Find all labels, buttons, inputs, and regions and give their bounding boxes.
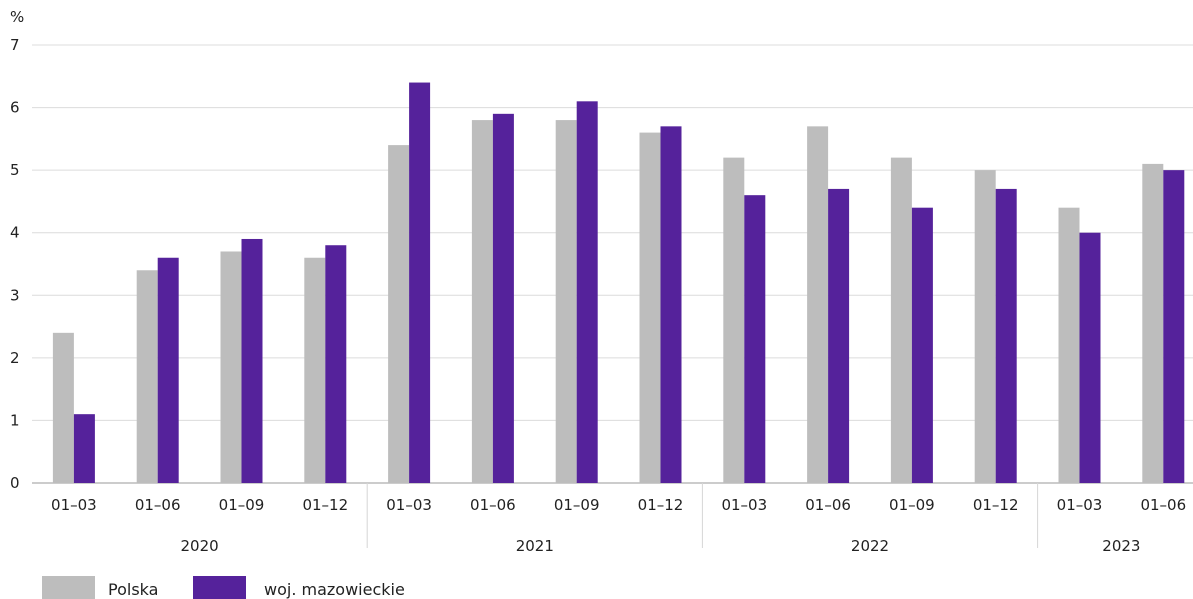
- x-year-label: 2023: [1102, 537, 1140, 555]
- x-category-label: 01–12: [302, 496, 348, 514]
- x-category-label: 01–03: [51, 496, 97, 514]
- bar-mazowieckie: [1079, 232, 1101, 483]
- x-category-label: 01–09: [219, 496, 265, 514]
- y-tick-label: 4: [10, 224, 20, 242]
- x-year-label: 2022: [851, 537, 889, 555]
- bar-mazowieckie: [744, 195, 766, 483]
- bar-mazowieckie: [157, 257, 179, 483]
- bar-polska: [555, 120, 577, 483]
- bar-mazowieckie: [576, 101, 598, 484]
- bar-polska: [1058, 207, 1080, 483]
- y-tick-label: 0: [10, 474, 20, 492]
- bar-mazowieckie: [73, 414, 95, 483]
- x-category-label: 01–06: [1140, 496, 1186, 514]
- x-category-label: 01–03: [1057, 496, 1103, 514]
- x-category-label: 01–03: [721, 496, 767, 514]
- gridlines: [32, 44, 1193, 484]
- bar-mazowieckie: [409, 82, 431, 484]
- bar-polska: [807, 126, 829, 483]
- bar-polska: [220, 251, 242, 483]
- bar-mazowieckie: [1163, 170, 1185, 483]
- y-axis-unit-label: %: [10, 8, 24, 26]
- bar-polska: [723, 157, 745, 483]
- x-category-label: 01–06: [470, 496, 516, 514]
- y-tick-label: 3: [10, 286, 20, 304]
- x-axis-year-labels: 2020 2021 2022 2023: [181, 483, 1140, 555]
- y-tick-label: 2: [10, 349, 20, 367]
- bar-polska: [974, 170, 996, 483]
- y-tick-label: 5: [10, 161, 20, 179]
- legend-swatch: [42, 576, 95, 599]
- legend-label: Polska: [108, 580, 158, 599]
- bar-mazowieckie: [325, 245, 347, 483]
- bars: [52, 82, 1185, 484]
- x-category-label: 01–06: [805, 496, 851, 514]
- bar-polska: [388, 145, 410, 483]
- x-category-label: 01–09: [889, 496, 935, 514]
- y-tick-label: 1: [10, 411, 20, 429]
- legend-swatch: [193, 576, 246, 599]
- bar-polska: [471, 120, 493, 483]
- x-category-label: 01–12: [973, 496, 1019, 514]
- x-category-label: 01–09: [554, 496, 600, 514]
- bar-polska: [52, 332, 74, 483]
- bar-mazowieckie: [492, 113, 514, 483]
- y-tick-label: 7: [10, 36, 20, 54]
- bar-mazowieckie: [995, 188, 1017, 483]
- bar-polska: [1142, 163, 1164, 483]
- bar-polska: [890, 157, 912, 483]
- x-category-label: 01–12: [638, 496, 684, 514]
- bar-polska: [304, 257, 326, 483]
- bar-mazowieckie: [911, 207, 933, 483]
- legend: Polska woj. mazowieckie: [42, 576, 405, 599]
- x-year-label: 2021: [516, 537, 554, 555]
- x-category-label: 01–03: [386, 496, 432, 514]
- bar-polska: [639, 132, 661, 483]
- y-tick-label: 6: [10, 99, 20, 117]
- bar-mazowieckie: [828, 188, 850, 483]
- legend-label: woj. mazowieckie: [264, 580, 405, 599]
- bar-mazowieckie: [241, 238, 263, 483]
- x-axis-category-labels: 01–03 01–06 01–09 01–12 01–03 01–06 01–09 01–12…: [51, 496, 1186, 514]
- x-category-label: 01–06: [135, 496, 181, 514]
- y-axis-ticks: 0 1 2 3 4 5 6 7: [10, 36, 20, 492]
- x-year-label: 2020: [181, 537, 219, 555]
- bar-mazowieckie: [660, 126, 682, 483]
- bar-polska: [136, 270, 158, 483]
